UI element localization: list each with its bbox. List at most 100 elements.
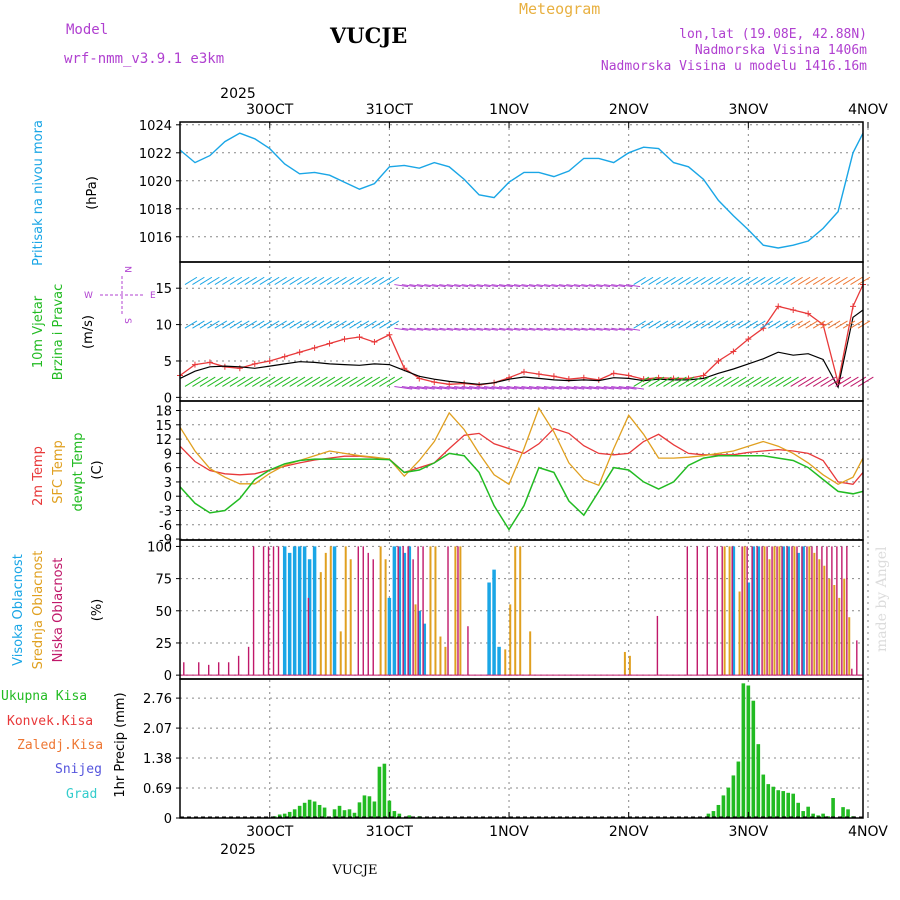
precip-bar — [287, 811, 292, 818]
wind-barb — [715, 376, 732, 387]
wind-barb — [573, 284, 588, 288]
wind-gust-marker — [535, 371, 542, 378]
wind-barb — [805, 320, 818, 329]
wind-barb — [469, 327, 484, 331]
precip-bar — [791, 793, 796, 818]
precip-bar — [811, 813, 815, 818]
wind-barb — [498, 385, 517, 390]
wind-barb — [304, 320, 317, 329]
wind-barb — [334, 320, 347, 329]
y-tick-label: 3 — [164, 476, 172, 491]
wind-gust-marker — [191, 361, 198, 368]
wind-barb — [551, 284, 566, 288]
wind-barb — [431, 385, 450, 390]
wind-barb — [790, 320, 803, 329]
wind-barb — [611, 327, 626, 331]
precip-bar — [726, 787, 731, 818]
wind-dir-n: N — [122, 266, 132, 273]
wind-barb — [715, 320, 729, 329]
wind-barb — [626, 327, 641, 331]
wind-barb — [820, 376, 837, 387]
wind-barb — [386, 320, 400, 329]
precip-bar — [407, 815, 412, 818]
wind-barb — [289, 376, 306, 387]
precip-bar — [711, 811, 716, 818]
wind-barb — [528, 385, 547, 390]
precip-legend-0: Ukupna Kisa — [1, 689, 87, 704]
precip-legend-4: Grad — [66, 787, 97, 802]
precip-bar — [387, 800, 392, 818]
wind-barb — [611, 385, 630, 390]
wind-barb — [521, 327, 536, 331]
wind-barb — [685, 376, 702, 387]
wind-barb — [371, 376, 388, 387]
wind-barb — [640, 376, 657, 387]
wind-barb — [782, 376, 799, 387]
wind-barb — [446, 284, 461, 288]
precip-bar — [801, 811, 805, 818]
data-layer — [177, 132, 874, 818]
wind-barb — [349, 320, 362, 329]
wind-barb — [775, 376, 792, 387]
wind-barb — [446, 327, 461, 331]
y-tick-label: 1018 — [139, 203, 172, 218]
wind-barb — [513, 385, 532, 390]
wind-barb — [304, 276, 317, 285]
wind-barb — [693, 376, 710, 387]
precip-bar — [397, 813, 402, 818]
y-tick-label: 9 — [164, 447, 172, 462]
wind-barb — [812, 276, 826, 285]
precip-bar — [312, 801, 317, 818]
wind-barb — [551, 327, 566, 331]
panel-frame — [179, 261, 864, 402]
dewpt-label: dewpt Temp — [71, 432, 86, 511]
precip-bar — [302, 802, 307, 818]
wind-title-label-2: Brzina i Pravac — [51, 284, 66, 381]
y-tick-label: 1022 — [139, 147, 172, 162]
wind-barb — [708, 320, 721, 329]
pressure-line — [179, 132, 864, 249]
watermark: made by Angel — [874, 546, 890, 652]
wind-barb — [364, 276, 377, 285]
wind-barb — [222, 320, 235, 329]
wind-barb — [506, 284, 521, 288]
wind-barb — [797, 320, 811, 329]
wind-barb — [371, 320, 385, 329]
y-tick-label: 75 — [155, 573, 172, 588]
top-year-label: 2025 — [220, 86, 256, 102]
wind-barb — [648, 320, 661, 329]
sfc-label: SFC Temp — [51, 440, 66, 504]
wind-barb — [259, 320, 272, 329]
wind-gust-marker — [206, 359, 213, 366]
wind-dir-e: E — [150, 291, 156, 301]
wind-barb — [835, 320, 848, 329]
wind-barb — [498, 284, 513, 288]
wind-barb — [446, 385, 465, 390]
wind-barb — [259, 276, 272, 285]
precip-bar — [342, 810, 347, 818]
precip-bar — [292, 809, 297, 818]
pressure-title-label: Pritisak na nivou mora — [31, 120, 46, 266]
wind-barb — [409, 327, 424, 331]
wind-barb — [319, 276, 332, 285]
altitude-model-text: Nadmorska Visina u modelu 1416.16m — [601, 59, 867, 74]
wind-gust-marker — [371, 339, 378, 346]
wind-barb — [237, 376, 253, 387]
wind-barb — [513, 327, 528, 331]
wind-barb — [199, 376, 216, 387]
station-title: VUCJE — [329, 23, 407, 48]
wind-barb — [633, 376, 650, 387]
wind-barb — [596, 284, 611, 288]
wind-barb — [192, 276, 205, 285]
precip-bar — [731, 775, 736, 818]
wind-barb — [723, 376, 740, 387]
wind-gust-marker — [805, 310, 812, 317]
y-tick-label: 12 — [155, 433, 172, 448]
wind-barb — [431, 327, 446, 331]
wind-barb — [790, 276, 803, 285]
wind-barb — [281, 276, 295, 285]
wind-barb — [296, 320, 310, 329]
wind-barb — [753, 376, 769, 387]
wind-barb — [678, 376, 695, 387]
y-tick-label: -3 — [159, 504, 172, 519]
